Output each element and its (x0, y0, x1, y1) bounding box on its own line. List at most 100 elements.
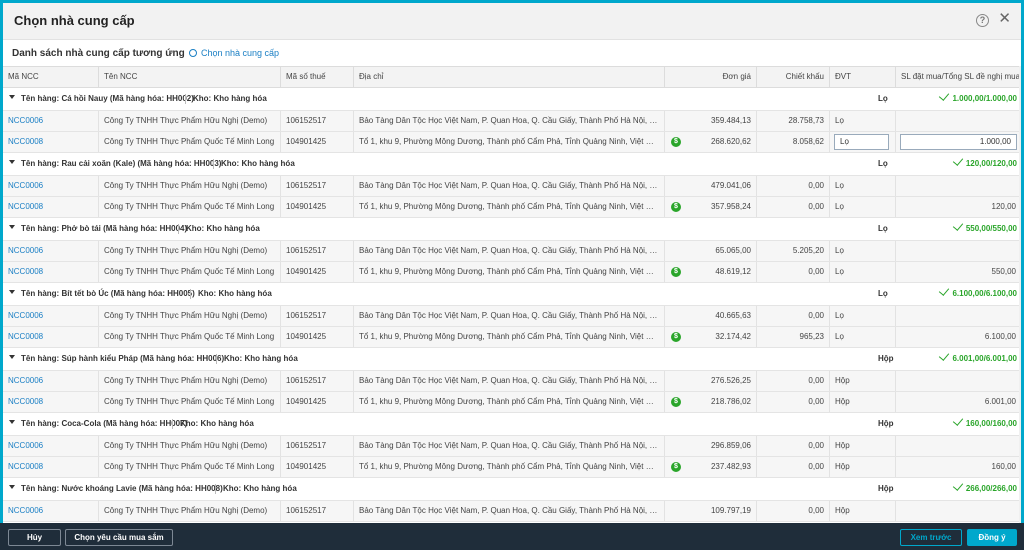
table-row[interactable]: NCC0008 Công Ty TNHH Thực Phẩm Quốc Tế Mi… (3, 262, 1021, 283)
caret-down-icon[interactable] (9, 355, 15, 359)
caret-down-icon[interactable] (9, 290, 15, 294)
supplier-code-cell[interactable]: NCC0006 (3, 176, 99, 196)
unit-cell[interactable]: Lọ (830, 197, 896, 217)
order-qty-cell[interactable] (896, 176, 1021, 196)
dollar-icon[interactable]: $ (671, 137, 681, 147)
cancel-button[interactable]: Hủy (8, 529, 61, 546)
order-qty-cell[interactable]: 6.001,00 (984, 397, 1016, 406)
unit-cell[interactable]: Lọ (830, 262, 896, 282)
supplier-name-cell: Công Ty TNHH Thực Phẩm Quốc Tế Minh Long (99, 132, 281, 152)
unit-cell[interactable]: Lọ (830, 327, 896, 347)
order-qty-cell[interactable] (896, 306, 1021, 326)
table-row[interactable]: NCC0008 Công Ty TNHH Thực Phẩm Quốc Tế Mi… (3, 132, 1021, 153)
dollar-icon[interactable]: $ (671, 332, 681, 342)
supplier-code-cell[interactable]: NCC0008 (3, 392, 99, 412)
unit-cell[interactable]: Hộp (830, 501, 896, 521)
order-qty-cell[interactable] (896, 436, 1021, 456)
supplier-code-cell[interactable]: NCC0006 (3, 306, 99, 326)
choose-supplier-link[interactable]: Chọn nhà cung cấp (189, 48, 279, 58)
unit-cell[interactable]: Hộp (830, 371, 896, 391)
table-row[interactable]: NCC0006 Công Ty TNHH Thực Phẩm Hữu Nghị (… (3, 241, 1021, 262)
table-row[interactable]: NCC0008 Công Ty TNHH Thực Phẩm Quốc Tế Mi… (3, 327, 1021, 348)
group-row[interactable]: Tên hàng: Súp hành kiểu Pháp (Mã hàng hó… (3, 348, 1021, 371)
supplier-code-cell[interactable]: NCC0008 (3, 132, 99, 152)
caret-down-icon[interactable] (9, 225, 15, 229)
supplier-code-cell[interactable]: NCC0006 (3, 241, 99, 261)
col-header-discount[interactable]: Chiết khấu (757, 67, 830, 87)
table-row[interactable]: NCC0008 Công Ty TNHH Thực Phẩm Quốc Tế Mi… (3, 457, 1021, 478)
address-cell: Bảo Tàng Dân Tộc Học Việt Nam, P. Quan H… (354, 241, 665, 261)
order-qty-cell[interactable]: 160,00 (991, 462, 1016, 471)
tax-code-cell: 106152517 (281, 111, 354, 131)
order-qty-cell[interactable]: 6.100,00 (984, 332, 1016, 341)
order-qty-cell[interactable] (896, 111, 1021, 131)
group-row[interactable]: Tên hàng: Phở bò tái (Mã hàng hóa: HH004… (3, 218, 1021, 241)
group-warehouse: Kho: Kho hàng hóa (180, 419, 254, 428)
supplier-code-cell[interactable]: NCC0008 (3, 262, 99, 282)
unit-cell[interactable]: Lọ (830, 306, 896, 326)
group-row[interactable]: Tên hàng: Coca-Cola (Mã hàng hóa: HH007)… (3, 413, 1021, 436)
unit-cell[interactable]: Hộp (830, 436, 896, 456)
supplier-code-cell[interactable]: NCC0008 (3, 197, 99, 217)
dollar-icon[interactable]: $ (671, 397, 681, 407)
group-item-name: Tên hàng: Cá hồi Nauy (Mã hàng hóa: HH00… (21, 94, 194, 103)
table-row[interactable]: NCC0006 Công Ty TNHH Thực Phẩm Hữu Nghị (… (3, 176, 1021, 197)
col-header-name[interactable]: Tên NCC (99, 67, 281, 87)
tax-code-cell: 104901425 (281, 457, 354, 477)
unit-cell[interactable]: Lọ (830, 241, 896, 261)
unit-cell[interactable]: Hộp (830, 457, 896, 477)
group-row[interactable]: Tên hàng: Rau cải xoăn (Kale) (Mã hàng h… (3, 153, 1021, 176)
table-row[interactable]: NCC0008 Công Ty TNHH Thực Phẩm Quốc Tế Mi… (3, 392, 1021, 413)
confirm-button[interactable]: Đồng ý (967, 529, 1017, 546)
group-row[interactable]: Tên hàng: Bít tết bò Úc (Mã hàng hóa: HH… (3, 283, 1021, 306)
dollar-icon[interactable]: $ (671, 267, 681, 277)
group-row[interactable]: Tên hàng: Nước khoáng Lavie (Mã hàng hóa… (3, 478, 1021, 501)
order-qty-cell[interactable] (896, 501, 1021, 521)
col-header-address[interactable]: Địa chỉ (354, 67, 665, 87)
unit-input[interactable]: Lọ (834, 134, 889, 150)
qty-input[interactable]: 1.000,00 (900, 134, 1017, 150)
choose-request-button[interactable]: Chọn yêu cầu mua sắm (65, 529, 173, 546)
col-header-price[interactable]: Đơn giá (665, 67, 757, 87)
close-icon[interactable]: ✕ (998, 10, 1011, 27)
dollar-icon[interactable]: $ (671, 462, 681, 472)
order-qty-cell[interactable]: 1.000,00 (896, 132, 1021, 152)
unit-cell[interactable]: Lọ (830, 132, 896, 152)
unit-cell[interactable]: Lọ (830, 111, 896, 131)
supplier-code-cell[interactable]: NCC0006 (3, 371, 99, 391)
group-row[interactable]: Tên hàng: Cá hồi Nauy (Mã hàng hóa: HH00… (3, 88, 1021, 111)
dollar-icon[interactable]: $ (671, 202, 681, 212)
unit-price-cell: 359.484,13 (665, 111, 757, 131)
supplier-code-cell[interactable]: NCC0008 (3, 457, 99, 477)
unit-cell[interactable]: Lọ (830, 176, 896, 196)
col-header-code[interactable]: Mã NCC (3, 67, 99, 87)
col-header-qty[interactable]: SL đặt mua/Tổng SL đề nghị mua (901, 72, 1021, 81)
supplier-dialog: Chọn nhà cung cấp ? ✕ Danh sách nhà cung… (3, 3, 1021, 523)
caret-down-icon[interactable] (9, 160, 15, 164)
preview-button[interactable]: Xem trước (900, 529, 962, 546)
address-cell: Bảo Tàng Dân Tộc Học Việt Nam, P. Quan H… (354, 176, 665, 196)
supplier-code-cell[interactable]: NCC0006 (3, 436, 99, 456)
caret-down-icon[interactable] (9, 420, 15, 424)
col-header-tax[interactable]: Mã số thuế (281, 67, 354, 87)
order-qty-cell[interactable]: 120,00 (991, 202, 1016, 211)
scrollbar[interactable] (1019, 66, 1021, 523)
order-qty-cell[interactable] (896, 371, 1021, 391)
supplier-code-cell[interactable]: NCC0006 (3, 501, 99, 521)
caret-down-icon[interactable] (9, 485, 15, 489)
table-row[interactable]: NCC0006 Công Ty TNHH Thực Phẩm Hữu Nghị (… (3, 436, 1021, 457)
order-qty-cell[interactable]: 550,00 (991, 267, 1016, 276)
order-qty-cell[interactable] (896, 241, 1021, 261)
table-row[interactable]: NCC0006 Công Ty TNHH Thực Phẩm Hữu Nghị (… (3, 501, 1021, 522)
supplier-code-cell[interactable]: NCC0008 (3, 327, 99, 347)
caret-down-icon[interactable] (9, 95, 15, 99)
table-row[interactable]: NCC0006 Công Ty TNHH Thực Phẩm Hữu Nghị (… (3, 371, 1021, 392)
col-header-unit[interactable]: ĐVT (830, 67, 896, 87)
table-row[interactable]: NCC0006 Công Ty TNHH Thực Phẩm Hữu Nghị (… (3, 111, 1021, 132)
help-icon[interactable]: ? (976, 14, 989, 27)
tax-code-cell: 104901425 (281, 132, 354, 152)
table-row[interactable]: NCC0006 Công Ty TNHH Thực Phẩm Hữu Nghị (… (3, 306, 1021, 327)
supplier-code-cell[interactable]: NCC0006 (3, 111, 99, 131)
table-row[interactable]: NCC0008 Công Ty TNHH Thực Phẩm Quốc Tế Mi… (3, 197, 1021, 218)
unit-cell[interactable]: Hộp (830, 392, 896, 412)
